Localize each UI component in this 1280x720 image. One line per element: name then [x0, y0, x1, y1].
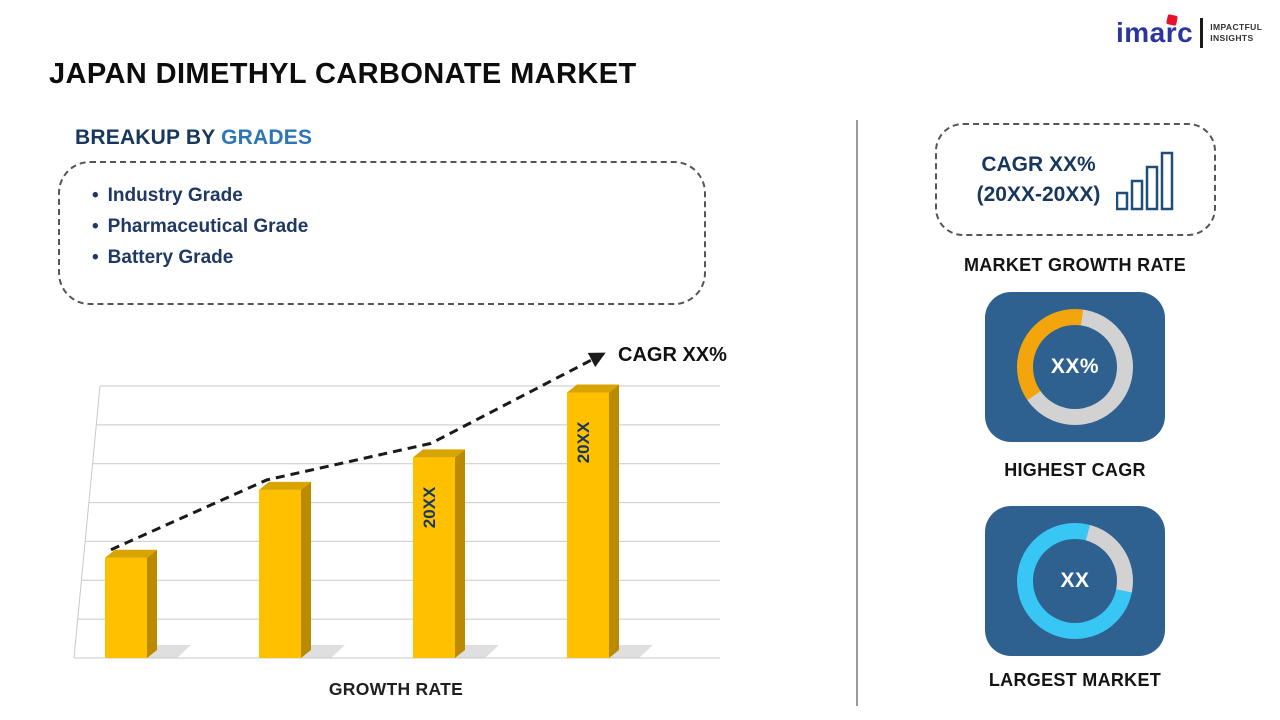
- logo-divider: [1200, 18, 1204, 48]
- highest-cagr-label: HIGHEST CAGR: [1004, 460, 1146, 480]
- list-item: • Pharmaceutical Grade: [92, 211, 704, 242]
- largest-market-label: LARGEST MARKET: [988, 670, 1162, 690]
- market-growth-rate-label: MARKET GROWTH RATE: [963, 255, 1187, 275]
- cagr-card-text: CAGR XX% (20XX-20XX): [977, 150, 1101, 209]
- page-title: JAPAN DIMETHYL CARBONATE MARKET: [49, 58, 637, 90]
- logo-tagline: IMPACTFUL INSIGHTS: [1210, 22, 1262, 45]
- bullet-icon: •: [92, 185, 99, 206]
- svg-text:CAGR XX%: CAGR XX%: [618, 344, 727, 366]
- cagr-card: CAGR XX% (20XX-20XX): [935, 123, 1216, 236]
- svg-text:20XX: 20XX: [574, 421, 593, 463]
- largest-market-tile: XX: [985, 506, 1165, 656]
- bullet-icon: •: [92, 216, 99, 237]
- imarc-logo: imarc IMPACTFUL INSIGHTS: [1116, 14, 1262, 48]
- highest-cagr-value: XX%: [1050, 355, 1100, 378]
- cagr-value: CAGR XX%: [981, 153, 1096, 177]
- list-item-label: Battery Grade: [107, 247, 234, 268]
- logo-tagline-line1: IMPACTFUL: [1210, 21, 1263, 32]
- list-item-label: Industry Grade: [107, 185, 243, 206]
- imarc-logo-wordmark: imarc: [1116, 14, 1194, 48]
- breakup-heading-prefix: BREAKUP BY: [75, 126, 216, 149]
- highest-cagr-tile: XX%: [985, 292, 1165, 442]
- list-item: • Battery Grade: [92, 242, 704, 273]
- bar-chart-icon: [1116, 151, 1174, 210]
- logo-tagline-line2: INSIGHTS: [1210, 33, 1254, 43]
- largest-market-donut-chart: XX: [1017, 523, 1133, 639]
- list-item-label: Pharmaceutical Grade: [107, 216, 309, 237]
- imarc-logo-text: imarc: [1116, 17, 1194, 48]
- largest-market-value: XX: [1060, 569, 1090, 592]
- vertical-divider: [856, 120, 858, 706]
- breakup-list-box: • Industry Grade • Pharmaceutical Grade • B…: [58, 161, 706, 305]
- highest-cagr-donut-chart: XX%: [1017, 309, 1133, 425]
- donut-center: XX: [1033, 539, 1117, 623]
- chart-x-axis-label: GROWTH RATE: [328, 679, 464, 699]
- svg-text:20XX: 20XX: [420, 486, 439, 528]
- breakup-heading-highlight: GRADES: [221, 126, 313, 149]
- growth-bar-chart: 20XX 20XX CAGR XX%: [60, 338, 732, 674]
- bullet-icon: •: [92, 247, 99, 268]
- bar-chart-svg: 20XX 20XX CAGR XX%: [73, 344, 727, 659]
- donut-center: XX%: [1033, 325, 1117, 409]
- breakup-heading: BREAKUP BY GRADES: [75, 126, 312, 150]
- list-item: • Industry Grade: [92, 180, 704, 211]
- cagr-period: (20XX-20XX): [976, 182, 1101, 206]
